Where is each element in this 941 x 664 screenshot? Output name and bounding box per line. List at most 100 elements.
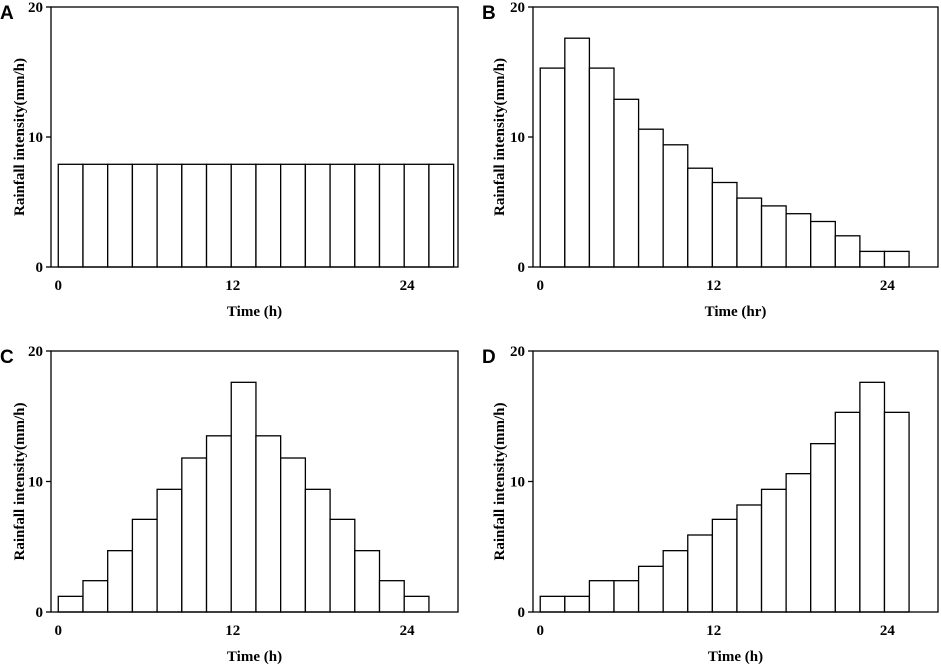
bar	[107, 163, 134, 268]
bar	[131, 518, 158, 613]
x-tick-label: 0	[536, 623, 544, 639]
bar	[230, 381, 257, 613]
y-tick-label: 0	[36, 260, 44, 276]
y-tick-label: 0	[518, 605, 526, 621]
bar	[156, 163, 183, 268]
bar	[662, 550, 689, 613]
x-tick-label: 12	[706, 623, 721, 639]
y-tick-label: 10	[28, 475, 43, 491]
y-tick-label: 20	[510, 344, 525, 360]
chart-panel-a: 0 10 20 0 12 24 Time (h) Rainfall intensity(mm/…	[0, 0, 459, 320]
bar	[687, 167, 714, 268]
bar	[280, 457, 307, 613]
y-tick-label: 0	[518, 260, 526, 276]
bar	[564, 37, 591, 268]
chart-panel-d: 0 10 20 0 12 24 Time (h) Rainfall intensity(mm/…	[482, 344, 939, 664]
y-tick-label: 20	[510, 0, 525, 16]
panel-label: A	[0, 3, 14, 24]
bar	[403, 163, 430, 268]
bar	[156, 488, 183, 613]
bar	[637, 128, 664, 268]
bar	[736, 197, 763, 268]
y-tick-label: 10	[510, 475, 525, 491]
bar	[810, 220, 836, 268]
y-axis-title: Rainfall intensity(mm/h)	[492, 403, 508, 561]
y-tick-label: 10	[510, 130, 525, 146]
bar	[834, 235, 861, 268]
bar	[588, 580, 615, 613]
x-tick-label: 12	[225, 278, 240, 294]
bar	[637, 565, 664, 613]
bar	[181, 163, 208, 268]
bar	[613, 580, 640, 613]
bar	[883, 250, 910, 268]
bar	[280, 163, 307, 268]
panel-label: C	[0, 347, 14, 368]
panel-label: B	[482, 3, 496, 24]
bar	[859, 381, 886, 613]
bar	[205, 435, 232, 613]
bar	[57, 595, 84, 613]
bar	[255, 435, 282, 613]
bar	[230, 163, 257, 268]
bar	[354, 550, 381, 613]
x-tick-label: 0	[536, 278, 544, 294]
bar	[403, 595, 430, 613]
y-tick-label: 20	[28, 344, 43, 360]
x-tick-label: 24	[400, 623, 416, 639]
bar	[564, 595, 591, 613]
x-tick-label: 24	[880, 623, 896, 639]
bar	[304, 488, 331, 613]
x-tick-label: 0	[55, 623, 63, 639]
x-axis-title: Time (h)	[227, 649, 282, 664]
bar	[662, 144, 689, 268]
bar	[255, 163, 282, 268]
bar	[785, 213, 812, 268]
y-axis-title: Rainfall intensity(mm/h)	[12, 58, 28, 216]
bar	[687, 534, 714, 613]
y-axis-title: Rainfall intensity(mm/h)	[492, 58, 508, 216]
bar	[131, 163, 158, 268]
x-tick-label: 12	[706, 278, 721, 294]
y-tick-label: 0	[36, 605, 44, 621]
x-tick-label: 0	[55, 278, 63, 294]
bar	[304, 163, 331, 268]
x-tick-label: 24	[400, 278, 416, 294]
y-tick-label: 10	[28, 130, 43, 146]
bar	[354, 163, 381, 268]
bar	[82, 163, 109, 268]
bar	[82, 580, 109, 613]
bar	[539, 595, 566, 613]
bar	[834, 411, 861, 613]
bar	[378, 580, 405, 613]
bar	[810, 442, 836, 613]
bar	[539, 67, 566, 268]
bar	[760, 205, 787, 268]
bar	[329, 163, 356, 268]
bar	[205, 163, 232, 268]
x-tick-label: 12	[225, 623, 240, 639]
bar	[736, 504, 763, 613]
bar	[711, 518, 738, 613]
bar	[613, 98, 640, 268]
chart-panel-b: 0 10 20 0 12 24 Time (hr) Rainfall intensity(mm…	[482, 0, 939, 320]
bar	[859, 250, 886, 268]
bar	[760, 488, 787, 613]
x-axis-title: Time (h)	[708, 649, 763, 664]
x-axis-title: Time (hr)	[705, 304, 767, 320]
panel-label: D	[482, 347, 496, 368]
bar	[57, 163, 84, 268]
bar	[378, 163, 405, 268]
chart-panel-c: 0 10 20 0 12 24 Time (h) Rainfall intensity(mm/…	[0, 344, 459, 664]
bar	[711, 181, 738, 268]
x-tick-label: 24	[880, 278, 896, 294]
bar	[588, 67, 615, 268]
bar	[329, 518, 356, 613]
x-axis-title: Time (h)	[227, 304, 282, 320]
bar	[428, 163, 455, 268]
bar	[181, 457, 208, 613]
bar	[883, 411, 910, 613]
y-tick-label: 20	[28, 0, 43, 16]
bar	[785, 473, 812, 613]
